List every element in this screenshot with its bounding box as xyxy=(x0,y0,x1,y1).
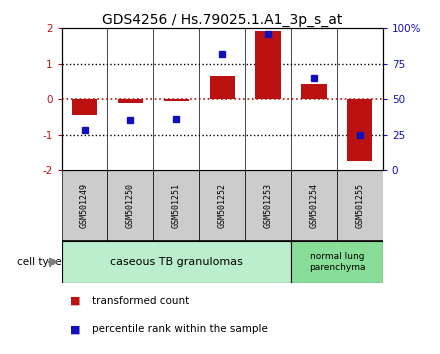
Bar xyxy=(72,99,97,115)
Text: GSM501252: GSM501252 xyxy=(218,183,227,228)
Bar xyxy=(256,31,281,99)
Bar xyxy=(118,99,143,103)
Bar xyxy=(347,99,373,161)
Bar xyxy=(209,76,235,99)
Bar xyxy=(337,170,383,241)
Bar xyxy=(291,241,383,283)
Text: GSM501255: GSM501255 xyxy=(356,183,364,228)
Text: cell type: cell type xyxy=(17,257,62,267)
Bar xyxy=(154,170,199,241)
Text: GSM501251: GSM501251 xyxy=(172,183,181,228)
Text: GSM501249: GSM501249 xyxy=(80,183,89,228)
Text: ■: ■ xyxy=(70,296,81,306)
Bar xyxy=(107,170,154,241)
Text: caseous TB granulomas: caseous TB granulomas xyxy=(110,257,243,267)
Bar xyxy=(245,170,291,241)
Text: transformed count: transformed count xyxy=(92,296,190,306)
Bar xyxy=(62,241,291,283)
Title: GDS4256 / Hs.79025.1.A1_3p_s_at: GDS4256 / Hs.79025.1.A1_3p_s_at xyxy=(102,13,342,27)
Bar xyxy=(164,99,189,101)
Text: ■: ■ xyxy=(70,324,81,334)
Bar xyxy=(62,170,107,241)
Text: normal lung
parenchyma: normal lung parenchyma xyxy=(309,252,365,272)
Text: percentile rank within the sample: percentile rank within the sample xyxy=(92,324,268,334)
Bar xyxy=(301,84,326,99)
Text: GSM501254: GSM501254 xyxy=(309,183,319,228)
Text: GSM501253: GSM501253 xyxy=(264,183,273,228)
Bar xyxy=(291,170,337,241)
Bar xyxy=(199,170,245,241)
Text: GSM501250: GSM501250 xyxy=(126,183,135,228)
